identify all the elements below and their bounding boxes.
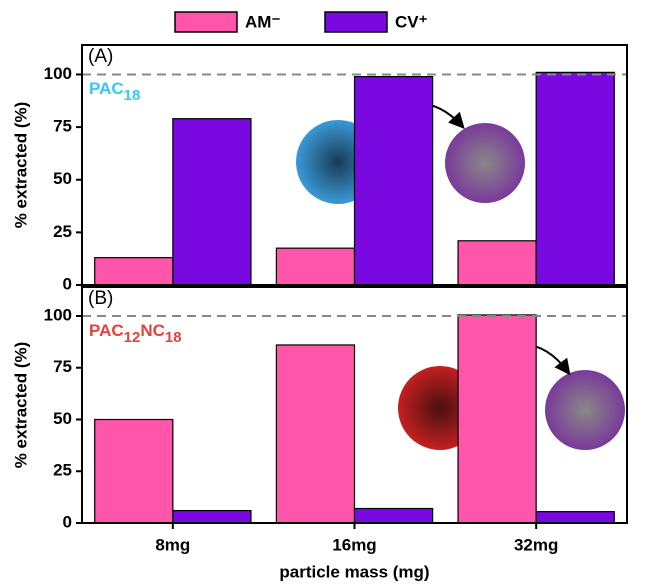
annotation: PAC12NC18 bbox=[89, 321, 182, 345]
plot-frame bbox=[81, 44, 628, 286]
bar bbox=[457, 314, 537, 524]
bar bbox=[275, 247, 356, 286]
annotation-part: PAC bbox=[89, 79, 124, 98]
legend-swatch bbox=[174, 11, 238, 33]
annotation-part: PAC bbox=[89, 321, 124, 340]
x-tick-label: 16mg bbox=[332, 535, 376, 554]
panel-label: (B) bbox=[88, 288, 113, 309]
annotation: PAC18 bbox=[89, 79, 140, 103]
bar bbox=[172, 509, 252, 524]
bar bbox=[535, 511, 615, 524]
y-tick-label: 50 bbox=[53, 169, 72, 188]
y-tick-label: 75 bbox=[53, 117, 72, 136]
x-tick-label: 32mg bbox=[514, 535, 558, 554]
y-axis-label: % extracted (%) bbox=[11, 342, 30, 469]
bar bbox=[94, 418, 174, 524]
bar bbox=[535, 71, 615, 286]
y-tick-label: 25 bbox=[53, 222, 72, 241]
bar bbox=[275, 344, 356, 524]
x-tick-label: 8mg bbox=[155, 535, 190, 554]
bar bbox=[353, 75, 434, 286]
bar bbox=[457, 240, 537, 286]
y-axis-label: % extracted (%) bbox=[11, 102, 30, 229]
legend-label: CV⁺ bbox=[395, 12, 428, 31]
annotation-part: 18 bbox=[124, 87, 141, 104]
bar bbox=[172, 118, 252, 286]
y-tick-label: 0 bbox=[63, 274, 72, 293]
y-tick-label: 0 bbox=[63, 512, 72, 531]
y-tick-label: 25 bbox=[53, 461, 72, 480]
legend-label: AM⁻ bbox=[245, 12, 280, 31]
x-axis-label: particle mass (mg) bbox=[279, 562, 429, 581]
annotation-part: NC bbox=[140, 321, 165, 340]
y-tick-label: 100 bbox=[44, 64, 72, 83]
bar bbox=[94, 257, 174, 286]
y-tick-label: 75 bbox=[53, 357, 72, 376]
annotation-part: 12 bbox=[124, 329, 141, 346]
panel-label: (A) bbox=[88, 46, 113, 67]
annotation-part: 18 bbox=[165, 329, 182, 346]
y-tick-label: 50 bbox=[53, 409, 72, 428]
bar bbox=[353, 507, 434, 524]
legend-swatch bbox=[324, 11, 388, 33]
y-tick-label: 100 bbox=[44, 305, 72, 324]
